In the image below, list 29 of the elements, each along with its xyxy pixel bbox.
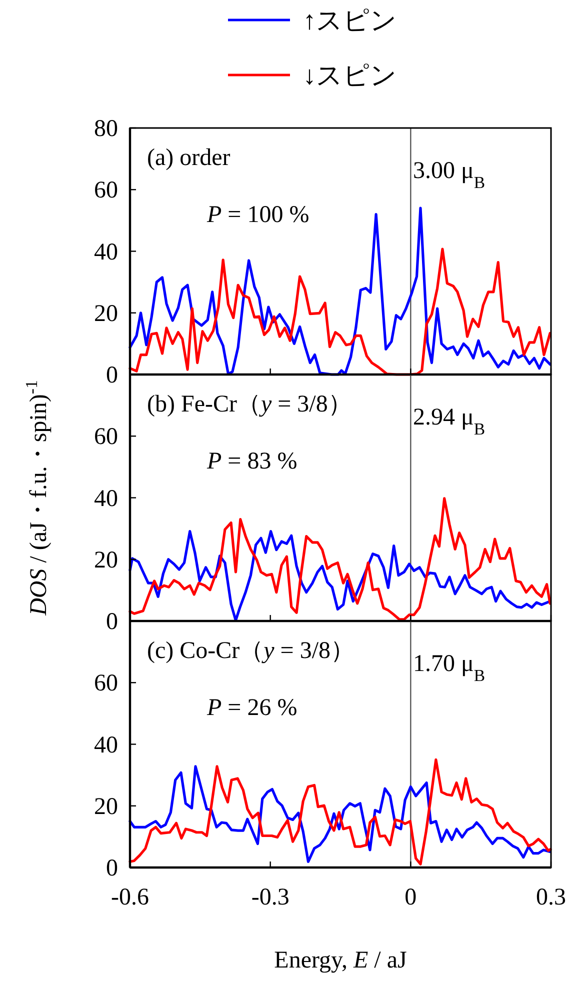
y-tick-label: 0 — [106, 362, 118, 388]
y-tick-label: 20 — [94, 300, 118, 327]
legend-label: ↓スピン — [303, 61, 397, 90]
annotation: 1.70 μ$_{B}$ — [413, 651, 486, 684]
annotation: P = 83 % — [206, 448, 298, 474]
annotation: (a) order — [147, 145, 230, 171]
x-tick-label: 0.3 — [536, 884, 566, 910]
y-tick-label: 20 — [94, 794, 118, 820]
annotation: (b) Fe-Cr（y = 3/8） — [147, 392, 352, 418]
y-tick-label: 20 — [94, 547, 118, 574]
x-tick-label: -0.6 — [111, 884, 149, 910]
x-axis-title: Energy, E / aJ — [274, 948, 407, 974]
y-tick-label: 0 — [106, 856, 118, 882]
annotation: 3.00 μ$_{B}$ — [413, 158, 486, 192]
y-tick-label: 60 — [94, 178, 118, 204]
x-tick-label: 0 — [404, 884, 417, 910]
y-tick-label: 40 — [94, 486, 118, 512]
legend-label: ↑スピン — [303, 6, 397, 35]
y-tick-label: 40 — [94, 239, 118, 266]
y-tick-label: 0 — [106, 609, 118, 635]
annotation: (c) Co-Cr（y = 3/8） — [147, 638, 354, 664]
annotation: 2.94 μ$_{B}$ — [413, 404, 486, 438]
y-tick-label: 40 — [94, 732, 118, 758]
x-tick-label: -0.3 — [251, 884, 290, 910]
annotation: P = 26 % — [206, 695, 298, 721]
y-tick-label: 60 — [94, 670, 118, 697]
annotation: P = 100 % — [206, 202, 310, 228]
y-tick-label: 60 — [94, 424, 118, 450]
y-tick-label: 80 — [94, 116, 118, 142]
